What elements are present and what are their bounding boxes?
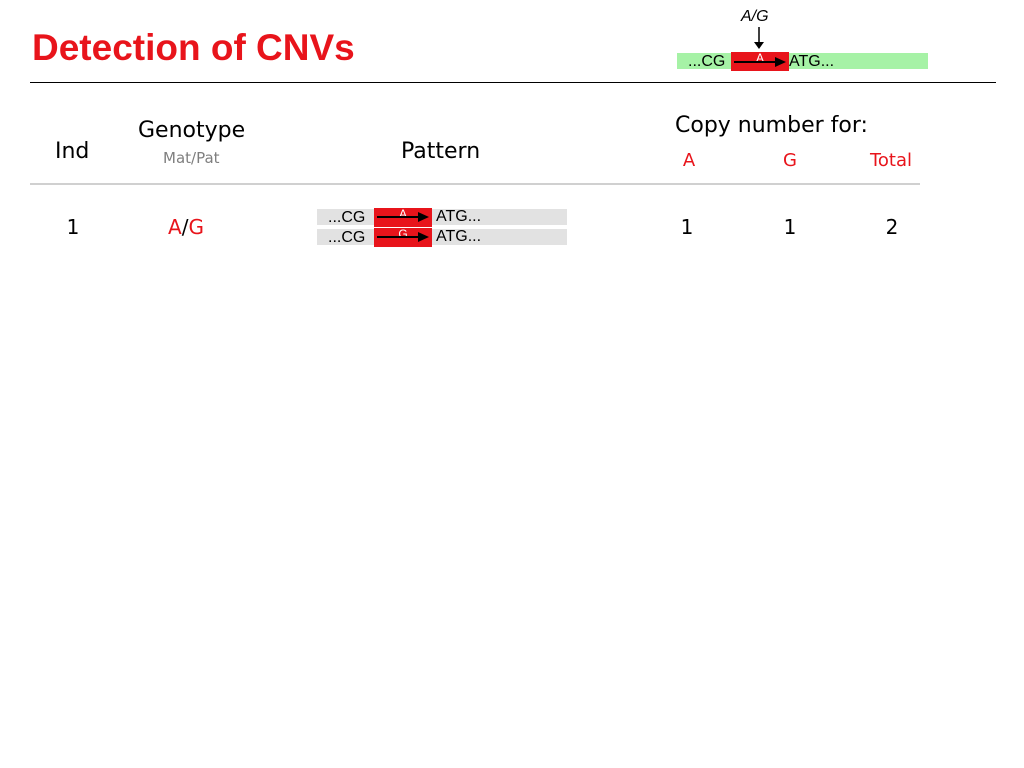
genotype-separator: / (181, 215, 189, 239)
snp-marker-arrow-icon (754, 27, 764, 49)
allele-label: G (398, 227, 408, 241)
title-divider (30, 82, 996, 83)
header-cn-total: Total (869, 150, 913, 171)
reference-direction-arrow-icon (734, 57, 786, 67)
table-header-divider (30, 183, 920, 185)
header-ind: Ind (55, 139, 90, 164)
reference-allele-label: A (755, 51, 764, 65)
header-genotype: Genotype (138, 118, 246, 143)
allele-label: A (398, 207, 407, 221)
page-title: Detection of CNVs (32, 27, 355, 68)
strand-right-seq: ATG... (436, 228, 482, 245)
direction-arrow-icon (377, 212, 429, 222)
genotype-paternal: G (188, 215, 204, 239)
header-cn-g: G (783, 150, 797, 171)
header-genotype-sub: Mat/Pat (163, 149, 220, 167)
cell-cn-g: 1 (783, 215, 797, 239)
cell-cn-total: 2 (885, 215, 899, 239)
reference-left-seq: ...CG (688, 53, 726, 70)
reference-right-seq: ATG... (789, 53, 835, 70)
strand-left-seq: ...CG (328, 209, 366, 226)
genotype-maternal: A (168, 215, 182, 239)
direction-arrow-icon (377, 232, 429, 242)
snp-marker-label: A/G (741, 8, 769, 25)
strand-left-seq: ...CG (328, 229, 366, 246)
header-copy-number: Copy number for: (675, 113, 868, 138)
cell-cn-a: 1 (680, 215, 694, 239)
cell-ind: 1 (66, 215, 80, 239)
header-pattern: Pattern (401, 139, 481, 164)
cell-genotype: A/G (168, 215, 204, 239)
strand-right-seq: ATG... (436, 208, 482, 225)
header-cn-a: A (682, 150, 696, 171)
